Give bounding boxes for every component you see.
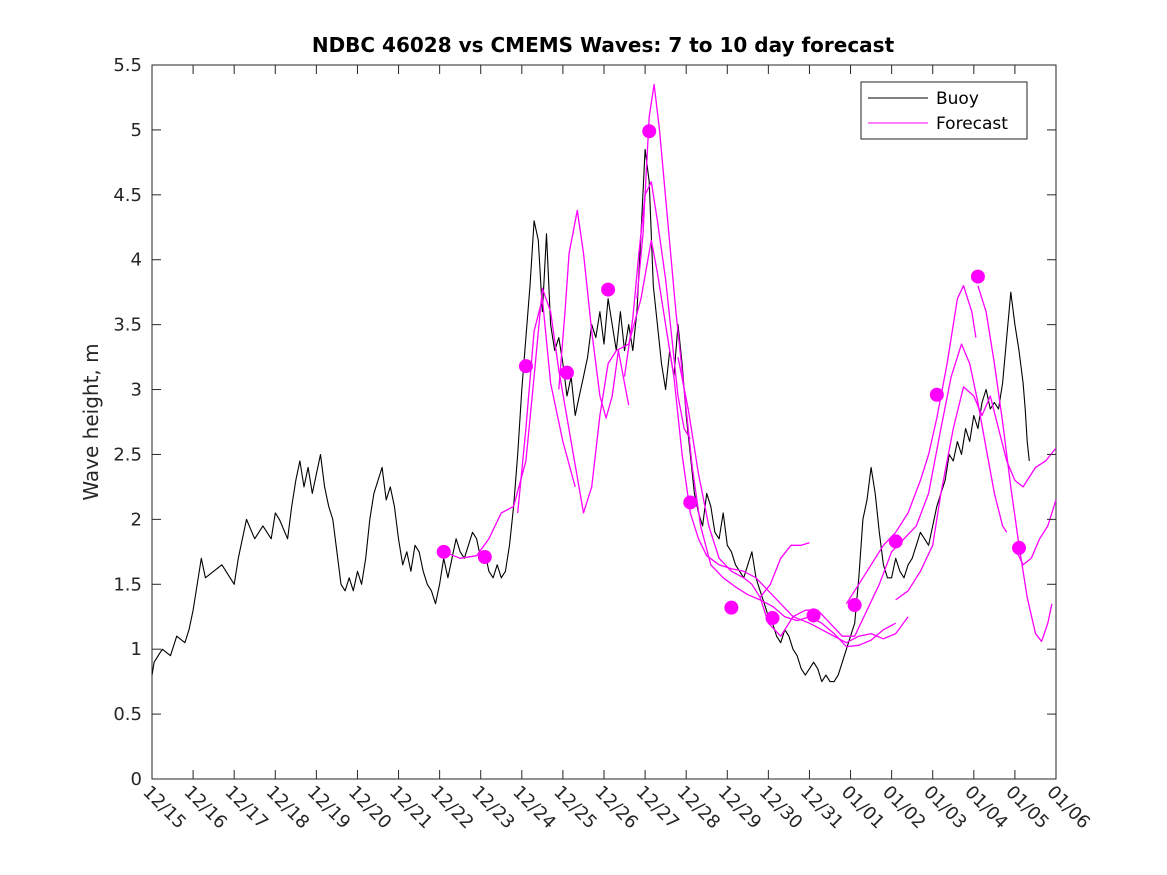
forecast-marker-11 bbox=[847, 598, 862, 613]
plot-frame bbox=[151, 64, 1057, 780]
chart-title: NDBC 46028 vs CMEMS Waves: 7 to 10 day f… bbox=[312, 33, 895, 57]
forecast-marker-9 bbox=[765, 611, 780, 626]
series-line-buoy bbox=[151, 148, 1030, 683]
y-tick-label: 3.5 bbox=[113, 315, 142, 336]
plot-area bbox=[151, 64, 1057, 780]
y-tick-label: 1.5 bbox=[113, 574, 142, 595]
forecast-marker-13 bbox=[929, 387, 944, 402]
forecast-segment-5 bbox=[636, 83, 897, 648]
forecast-marker-12 bbox=[888, 534, 903, 549]
forecast-segment-4 bbox=[623, 181, 691, 440]
forecast-marker-5 bbox=[601, 282, 616, 297]
y-tick-label: 3 bbox=[131, 380, 142, 401]
forecast-marker-2 bbox=[477, 550, 492, 565]
y-tick-label: 5 bbox=[131, 120, 142, 141]
forecast-marker-4 bbox=[560, 365, 575, 380]
forecast-marker-15 bbox=[1012, 540, 1027, 555]
y-tick-label: 0 bbox=[131, 769, 142, 790]
forecast-segment-6 bbox=[677, 356, 810, 598]
forecast-marker-3 bbox=[518, 359, 533, 374]
legend-label-buoy: Buoy bbox=[936, 89, 979, 109]
forecast-segment-3 bbox=[558, 209, 630, 419]
y-tick-label: 5.5 bbox=[113, 55, 142, 76]
y-tick-label: 4 bbox=[131, 250, 142, 271]
forecast-segment-8 bbox=[845, 285, 977, 605]
forecast-marker-8 bbox=[724, 600, 739, 615]
legend-label-forecast: Forecast bbox=[936, 114, 1008, 134]
y-tick-label: 0.5 bbox=[113, 704, 142, 725]
legend: Buoy Forecast bbox=[860, 81, 1028, 140]
y-tick-label: 1 bbox=[131, 639, 142, 660]
y-tick-label: 2 bbox=[131, 509, 142, 530]
forecast-marker-10 bbox=[806, 608, 821, 623]
y-axis: 0 0.5 1 1.5 2 2.5 3 3.5 4 4.5 5 5.5 bbox=[113, 55, 1056, 790]
forecast-marker-6 bbox=[642, 124, 657, 139]
legend-box bbox=[860, 81, 1028, 140]
forecast-marker-1 bbox=[436, 544, 451, 559]
forecast-marker-7 bbox=[683, 495, 698, 510]
forecast-segment-9 bbox=[895, 386, 1057, 601]
forecast-segment-11 bbox=[1014, 499, 1057, 566]
y-tick-label: 2.5 bbox=[113, 444, 142, 465]
y-tick-label: 4.5 bbox=[113, 185, 142, 206]
forecast-segment-2 bbox=[517, 298, 576, 513]
forecast-marker-14 bbox=[970, 269, 985, 284]
y-axis-label: Wave height, m bbox=[79, 343, 103, 500]
marker-layer bbox=[436, 124, 1027, 626]
forecast-segment-1 bbox=[443, 239, 909, 644]
